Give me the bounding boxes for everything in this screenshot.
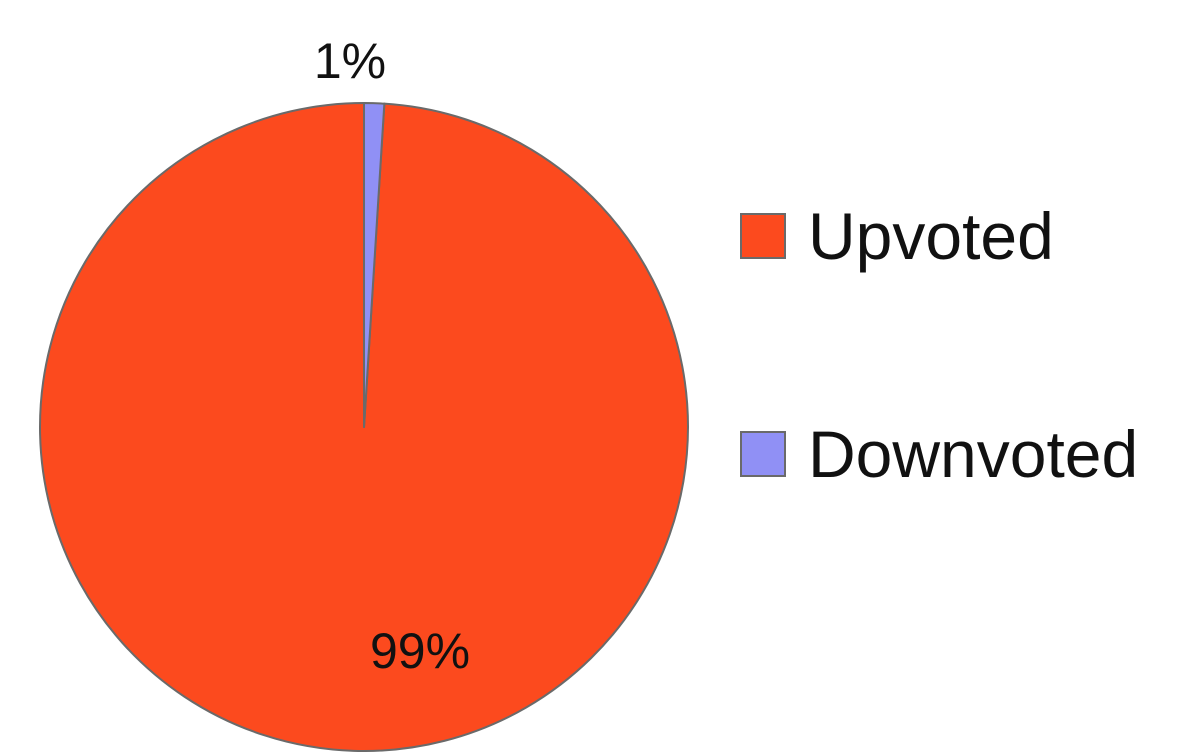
- legend-swatch-downvoted: [740, 431, 786, 477]
- pie-data-labels: 99% 1%: [314, 33, 470, 679]
- data-label-upvoted: 99%: [370, 623, 470, 679]
- pie-slice-downvoted: [363, 102, 386, 428]
- data-label-downvoted: 1%: [314, 33, 386, 89]
- legend-swatch-upvoted: [740, 213, 786, 259]
- legend-label-downvoted: Downvoted: [808, 417, 1139, 491]
- legend-label-upvoted: Upvoted: [808, 199, 1054, 273]
- legend-item-upvoted: Upvoted: [740, 196, 1138, 276]
- pie-slices: [39, 102, 689, 752]
- legend-item-downvoted: Downvoted: [740, 414, 1138, 494]
- legend: Upvoted Downvoted: [740, 196, 1138, 494]
